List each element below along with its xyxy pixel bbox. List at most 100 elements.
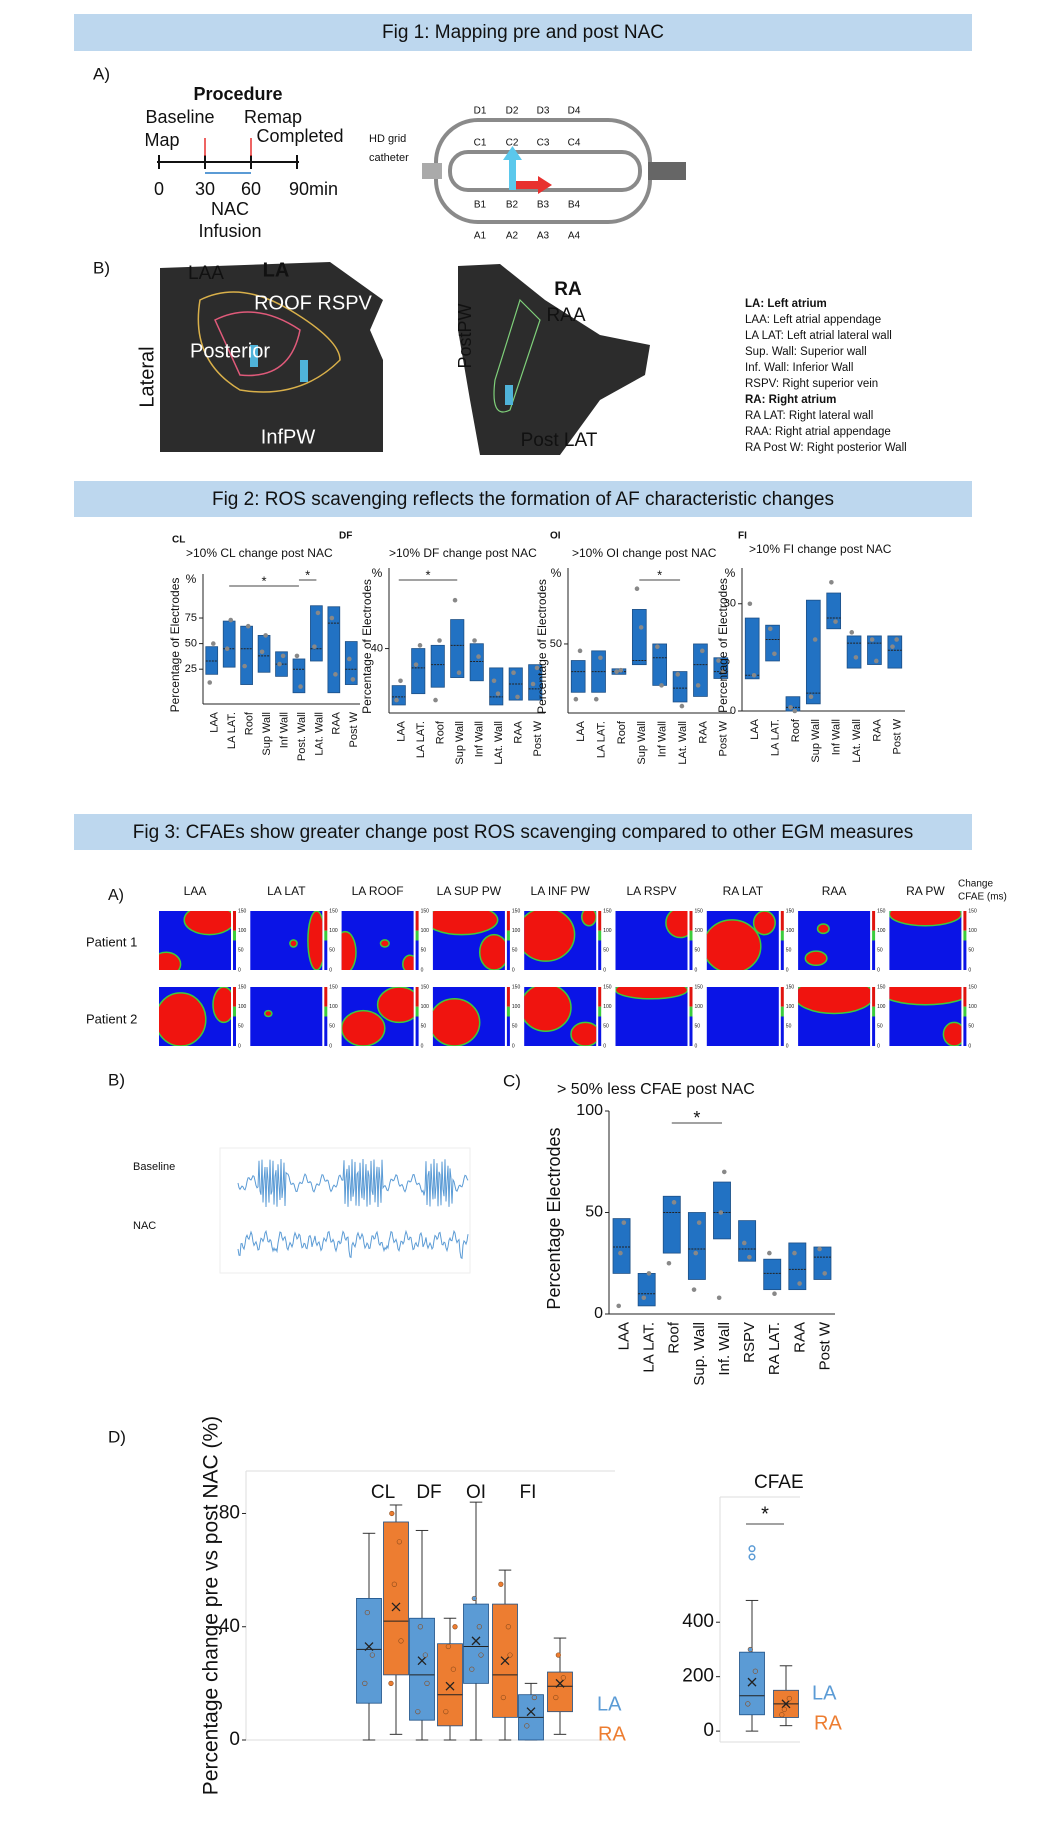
data-point [364,1609,370,1616]
data-point [437,638,442,643]
column-label: LA LAT [267,884,306,898]
data-point [741,1240,747,1246]
data-point [333,672,338,677]
x-tick-label: RSPV [741,1322,758,1363]
colorbar-tick-label: 100 [968,928,977,934]
data-point [853,655,859,660]
data-point [560,1675,566,1681]
column-label: LA SUP PW [437,884,502,898]
colorbar [324,940,328,970]
x-tick-label: LA LAT. [595,721,607,758]
colorbar-tick-label: 100 [329,1004,338,1010]
data-point [505,1624,511,1630]
colorbar [872,940,876,970]
data-point [396,1539,402,1545]
panel-label: C) [503,1071,521,1090]
y-unit: % [725,566,736,580]
colorbar [324,930,328,941]
x-tick-label: RAA [791,1322,808,1353]
colorbar-tick-label: 0 [695,1043,698,1049]
heatmap [250,987,323,1046]
panel-label: B) [93,258,110,277]
map-label: LAA [188,263,224,284]
data-point [593,696,599,702]
data-point [598,655,603,661]
electrode-label: A1 [474,231,487,242]
heatmap-blob [804,950,828,967]
colorbar-tick-label: 150 [877,984,886,990]
heatmap-blob [478,933,505,970]
data-point [829,580,834,585]
x-tick-label: Inf Wall [831,719,843,755]
x-tick-label: Inf. Wall [716,1322,733,1376]
chart-title: >10% DF change post NAC [389,546,537,560]
data-point [812,637,818,642]
colorbar [415,911,419,931]
heatmap-blob [432,911,499,936]
data-point [280,653,286,659]
data-point [228,617,234,623]
box [805,599,821,705]
heatmap-region [804,923,830,967]
heatmap-region [615,987,688,1000]
heatmap-blob [212,987,231,1024]
colorbar-tick-label: 0 [329,1043,332,1049]
colorbar-tick-label: 0 [421,1043,424,1049]
heatmap-region [798,987,871,1015]
data-point [329,615,335,621]
timeline-label: Baseline [145,107,214,127]
colorbar [415,930,419,941]
colorbar [872,987,876,1007]
colorbar-tick-label: 100 [512,928,521,934]
x-tick-label: Inf Wall [657,721,669,757]
x-tick-label: Post W [532,720,544,756]
catheter-label: HD grid [369,133,406,145]
colorbar-tick-label: 0 [968,1043,971,1049]
x-tick-label: RAA [697,720,709,743]
electrode-label: B1 [474,200,487,211]
data-point [298,684,303,689]
heatmap-blob [159,992,207,1046]
data-point [553,1694,559,1701]
box [547,1671,573,1713]
data-point [751,672,757,678]
electrode-label: C4 [568,138,581,149]
data-point [472,638,477,643]
data-point [443,1709,449,1715]
data-point [890,644,895,649]
trace [237,1158,469,1208]
outlier [748,1553,756,1561]
colorbar [780,930,784,941]
heatmap-region [159,911,231,970]
colorbar [780,1006,784,1017]
colorbar [415,1016,419,1046]
x-tick-label: Sup Wall [810,719,822,763]
data-point [531,1694,537,1701]
timeline-tick-label: 0 [154,179,164,199]
map-electrode [505,385,513,405]
data-point [797,1281,802,1286]
colorbar [415,1006,419,1017]
box [391,685,406,706]
y-tick-label: 75 [185,612,197,624]
colorbar [324,911,328,931]
data-point [720,669,725,674]
y-axis-label: Percentage of Electrodes [716,578,730,713]
colorbar-tick-label: 50 [329,948,335,954]
fig3-header: Fig 3: CFAEs show greater change post RO… [133,822,913,843]
data-point [207,680,213,685]
la-map-image [160,262,383,452]
data-point [294,653,300,659]
colorbar [506,930,510,941]
chart-title: >10% FI change post NAC [749,542,892,556]
box [528,664,543,701]
x-tick-label: LA LAT. [769,719,781,756]
x-tick-label: Sup Wall [454,721,466,765]
heatmap-region [289,911,323,970]
heatmap-blob [402,954,414,970]
data-point [555,1652,561,1658]
data-point [792,1250,797,1256]
significance-label: * [657,567,662,582]
outlier [748,1545,756,1553]
data-point [767,626,773,632]
